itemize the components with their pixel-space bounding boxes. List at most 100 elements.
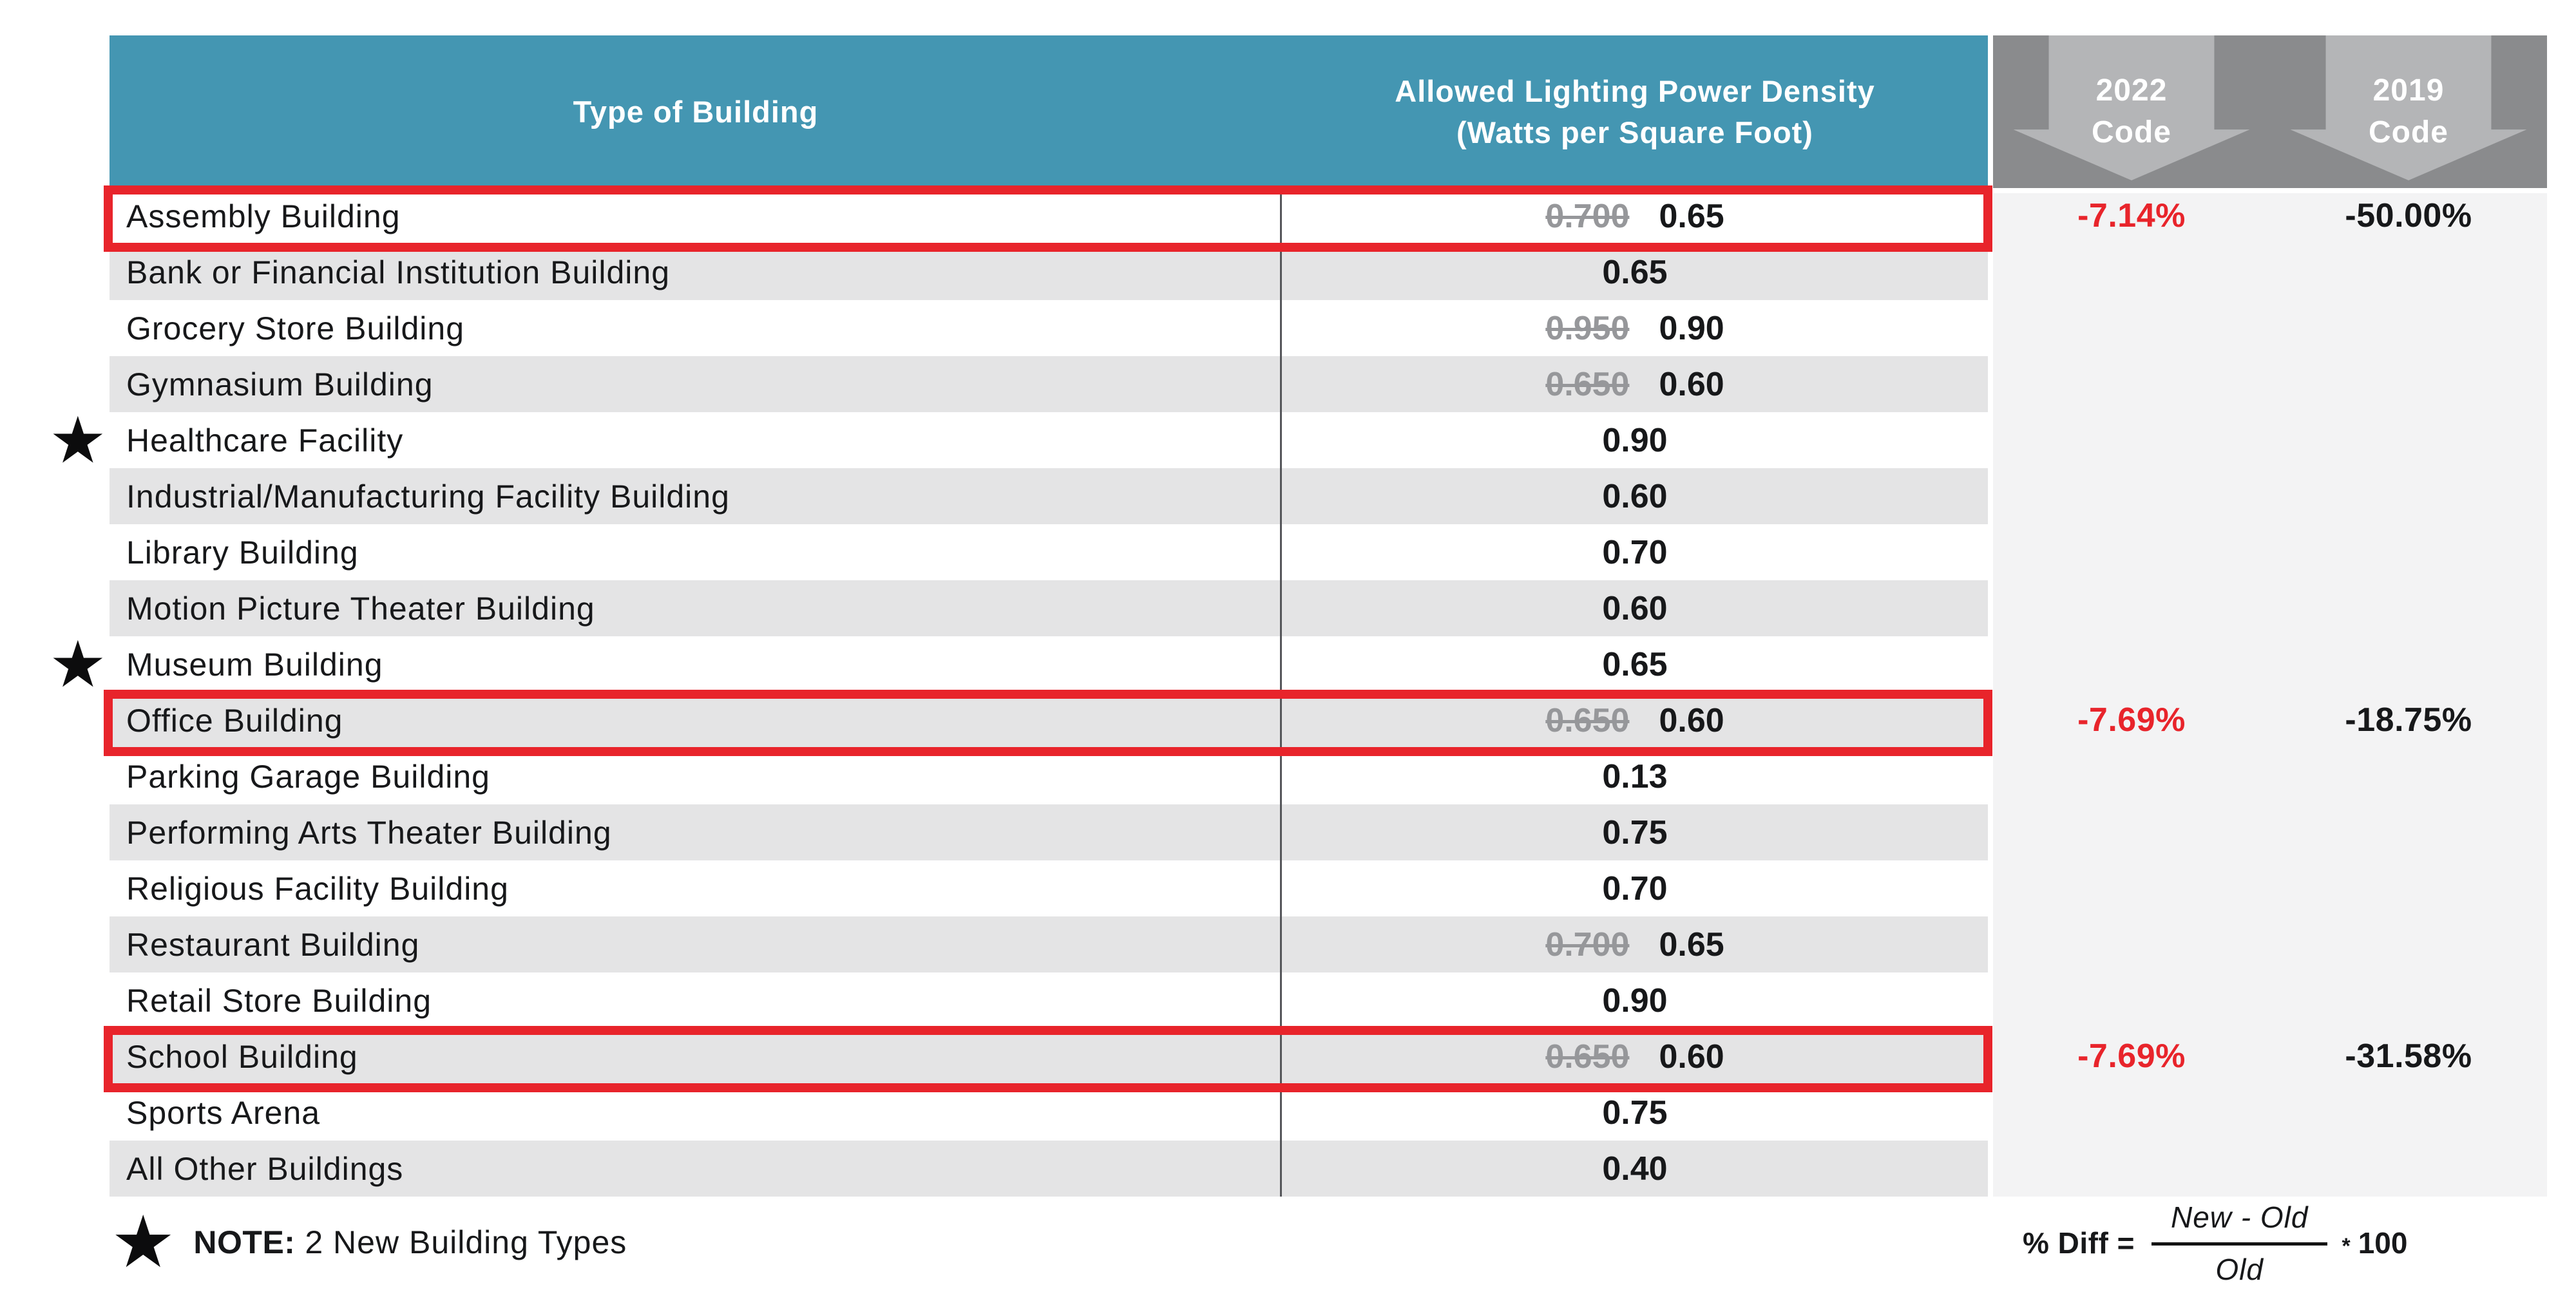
header-allowed-lpd-line2: (Watts per Square Foot) [1456, 115, 1813, 149]
lpd-value-cell: 0.75 [1282, 1085, 1988, 1141]
formula-numerator: New - Old [2151, 1200, 2328, 1246]
lpd-new-value: 0.90 [1659, 309, 1724, 347]
lpd-value-cell: 0.700 0.65 [1282, 188, 1988, 244]
lpd-old-value: 0.700 [1545, 197, 1630, 235]
building-type-cell: Industrial/Manufacturing Facility Buildi… [110, 468, 1282, 524]
formula-lhs: % Diff = [2023, 1226, 2135, 1260]
building-type-label: School Building [126, 1038, 358, 1075]
note-body: 2 New Building Types [305, 1224, 627, 1260]
table-row: ★ Motion Picture Theater Building 0.60 [110, 580, 1988, 636]
percent-diff-row: -7.69% -31.58% [1993, 1037, 2547, 1076]
lpd-value-cell: 0.60 [1282, 468, 1988, 524]
percent-diff-row: -7.69% -18.75% [1993, 701, 2547, 739]
lpd-old-value: 0.950 [1545, 309, 1630, 347]
table-row: ★ Restaurant Building 0.700 0.65 [110, 916, 1988, 972]
new-building-star-icon: ★ [49, 404, 107, 477]
percent-diff-2019: -18.75% [2345, 701, 2472, 739]
new-building-star-icon: ★ [111, 1201, 176, 1282]
building-type-label: Sports Arena [126, 1094, 321, 1131]
code-word: Code [2092, 115, 2171, 149]
building-type-cell: Performing Arts Theater Building [110, 804, 1282, 860]
building-type-cell: Motion Picture Theater Building [110, 580, 1282, 636]
lpd-value-cell: 0.70 [1282, 524, 1988, 580]
table-header: Type of Building Allowed Lighting Power … [110, 35, 1988, 188]
percent-diff-2019: -31.58% [2345, 1038, 2472, 1075]
lpd-new-value: 0.60 [1659, 365, 1724, 403]
building-type-cell: School Building [110, 1028, 1282, 1085]
code-year: 2022 [2095, 73, 2168, 108]
formula-fraction: New - Old Old [2151, 1200, 2328, 1287]
table-row: ★ Library Building 0.70 [110, 524, 1988, 580]
lpd-value-cell: 0.650 0.60 [1282, 356, 1988, 412]
building-type-label: Gymnasium Building [126, 366, 434, 403]
note-text: NOTE: 2 New Building Types [193, 1224, 627, 1261]
table-row: ★ Performing Arts Theater Building 0.75 [110, 804, 1988, 860]
lpd-new-value: 0.65 [1659, 197, 1724, 235]
lpd-old-value: 0.650 [1545, 1038, 1630, 1076]
header-type-of-building: Type of Building [110, 35, 1282, 188]
new-building-star-icon: ★ [49, 628, 107, 701]
building-type-label: Museum Building [126, 646, 383, 683]
table-body: ★ Assembly Building 0.700 0.65 ★ Bank or… [49, 185, 1992, 1197]
building-type-cell: Retail Store Building [110, 972, 1282, 1028]
lpd-value-cell: 0.90 [1282, 412, 1988, 468]
building-type-cell: Gymnasium Building [110, 356, 1282, 412]
building-type-cell: Office Building [110, 692, 1282, 748]
lpd-new-value: 0.65 [1602, 253, 1668, 291]
table-row: ★ Sports Arena 0.75 [110, 1085, 1988, 1141]
table-row: ★ Bank or Financial Institution Building… [110, 244, 1988, 300]
building-type-cell: Grocery Store Building [110, 300, 1282, 356]
lpd-new-value: 0.90 [1602, 421, 1668, 459]
building-type-cell: Healthcare Facility [110, 412, 1282, 468]
lpd-new-value: 0.75 [1602, 813, 1668, 851]
percent-diff-row: -7.14% -50.00% [1993, 196, 2547, 235]
building-type-cell: Religious Facility Building [110, 860, 1282, 916]
formula-multiply-operator: * [2342, 1233, 2351, 1258]
lpd-new-value: 0.65 [1602, 645, 1668, 683]
code-year-arrows-panel: 2022 Code 2019 Code [1993, 35, 2547, 188]
building-type-cell: Library Building [110, 524, 1282, 580]
percent-diff-2022: -7.69% [2077, 701, 2186, 739]
building-type-label: Bank or Financial Institution Building [126, 254, 671, 290]
code-year-label: 2019 Code [2270, 35, 2547, 188]
lpd-new-value: 0.60 [1602, 589, 1668, 627]
lpd-new-value: 0.70 [1602, 869, 1668, 907]
building-type-label: Industrial/Manufacturing Facility Buildi… [126, 478, 730, 515]
table-row: ★ Gymnasium Building 0.650 0.60 [110, 356, 1988, 412]
lpd-new-value: 0.60 [1659, 701, 1724, 739]
code-year-column: 2019 Code [2270, 35, 2547, 188]
lpd-new-value: 0.60 [1602, 477, 1668, 515]
lpd-new-value: 0.13 [1602, 757, 1668, 795]
building-type-cell: All Other Buildings [110, 1141, 1282, 1197]
building-type-label: Assembly Building [126, 198, 401, 234]
lpd-value-cell: 0.90 [1282, 972, 1988, 1028]
header-allowed-lpd-line1: Allowed Lighting Power Density [1395, 74, 1875, 109]
table-row: ★ Industrial/Manufacturing Facility Buil… [110, 468, 1988, 524]
building-type-label: Parking Garage Building [126, 758, 490, 795]
lpd-new-value: 0.65 [1659, 925, 1724, 963]
lpd-value-cell: 0.13 [1282, 748, 1988, 804]
formula-factor: 100 [2358, 1226, 2408, 1260]
lpd-value-cell: 0.950 0.90 [1282, 300, 1988, 356]
code-year: 2019 [2372, 73, 2445, 108]
formula-denominator: Old [2215, 1252, 2264, 1286]
lpd-old-value: 0.700 [1545, 925, 1630, 963]
table-row: ★ School Building 0.650 0.60 [104, 1026, 1992, 1092]
building-type-cell: Museum Building [110, 636, 1282, 692]
lpd-old-value: 0.650 [1545, 365, 1630, 403]
percent-diff-formula: % Diff = New - Old Old * 100 [2023, 1188, 2407, 1298]
header-type-of-building-label: Type of Building [573, 94, 819, 129]
building-type-cell: Assembly Building [110, 188, 1282, 244]
lpd-value-cell: 0.75 [1282, 804, 1988, 860]
lpd-value-cell: 0.650 0.60 [1282, 692, 1988, 748]
code-year-label: 2022 Code [1993, 35, 2270, 188]
table-row: ★ Office Building 0.650 0.60 [104, 690, 1992, 756]
building-type-label: Retail Store Building [126, 982, 432, 1019]
lpd-new-value: 0.60 [1659, 1038, 1724, 1076]
table-row: ★ Grocery Store Building 0.950 0.90 [110, 300, 1988, 356]
building-type-cell: Sports Arena [110, 1085, 1282, 1141]
lpd-table: Type of Building Allowed Lighting Power … [49, 35, 1992, 1197]
table-row: ★ Parking Garage Building 0.13 [110, 748, 1988, 804]
lpd-value-cell: 0.700 0.65 [1282, 916, 1988, 972]
